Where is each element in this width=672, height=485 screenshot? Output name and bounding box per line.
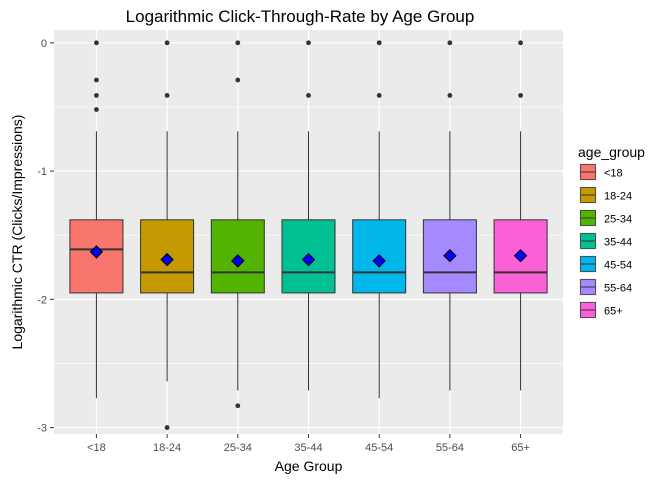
legend-item-5: 45-54 <box>579 255 632 273</box>
x-tick-label: <18 <box>87 442 106 454</box>
outlier-point <box>447 93 453 98</box>
outlier-point <box>94 93 99 98</box>
x-tick-label: 18-24 <box>153 442 181 454</box>
y-axis: 0 -1 -2 -3 <box>37 38 54 435</box>
box-group-7 <box>493 40 548 391</box>
outlier-point <box>306 40 311 46</box>
mean-marker <box>231 254 245 268</box>
outlier-point <box>376 93 382 98</box>
x-tick-label: 45-54 <box>365 442 393 454</box>
outlier-point <box>164 40 170 46</box>
legend-item-3: 25-34 <box>579 209 632 227</box>
mean-marker <box>89 245 104 259</box>
legend-item-4: 35-44 <box>579 232 632 250</box>
legend-label: 55-64 <box>604 283 632 295</box>
x-tick-label: 25-34 <box>224 442 252 454</box>
y-axis-label: Logarithmic CTR (Clicks/Impressions) <box>9 115 25 350</box>
x-axis: <18 18-24 25-34 35-44 45-54 55-64 65+ <box>87 434 530 454</box>
box-group-3 <box>210 40 265 409</box>
outlier-point <box>94 107 99 112</box>
mean-marker <box>372 254 386 268</box>
legend-items: <18 18-24 25-34 35-44 45-54 55-64 65+ <box>579 163 632 319</box>
outlier-point <box>164 425 170 430</box>
legend-item-1: <18 <box>579 163 623 181</box>
mean-marker <box>443 249 457 263</box>
legend-label: 65+ <box>604 306 623 318</box>
outlier-point <box>94 40 99 46</box>
outlier-point <box>94 77 99 83</box>
legend-item-2: 18-24 <box>579 186 632 204</box>
mean-marker <box>301 252 316 267</box>
mean-marker <box>160 252 174 267</box>
legend-item-7: 65+ <box>579 301 623 319</box>
outlier-point <box>447 40 453 46</box>
legend: age_group <18 18-24 25-34 35-44 45-54 55-64 65… <box>578 144 645 319</box>
legend-label: 35-44 <box>604 237 632 249</box>
x-tick-label: 55-64 <box>436 442 464 454</box>
legend-label: 25-34 <box>604 214 632 226</box>
outlier-point <box>235 403 241 409</box>
y-tick-label: -3 <box>37 423 47 435</box>
outlier-point <box>235 77 241 83</box>
x-axis-label: Age Group <box>275 458 343 474</box>
box-group-6 <box>422 40 477 391</box>
box-group-4 <box>281 40 336 391</box>
y-tick-label: -2 <box>37 294 47 306</box>
legend-title: age_group <box>578 144 645 160</box>
x-tick-label: 35-44 <box>294 442 322 454</box>
box-group-5 <box>352 40 407 399</box>
x-tick-label: 65+ <box>511 442 530 454</box>
y-tick-label: -1 <box>37 166 47 178</box>
outlier-point <box>235 40 241 46</box>
outlier-point <box>164 93 170 98</box>
y-tick-label: 0 <box>41 38 47 50</box>
chart-title: Logarithmic Click-Through-Rate by Age Gr… <box>126 7 475 26</box>
boxes <box>69 40 548 430</box>
legend-item-6: 55-64 <box>579 278 632 296</box>
outlier-point <box>376 40 382 46</box>
legend-label: <18 <box>604 168 623 180</box>
mean-marker <box>513 249 528 263</box>
box-group-1 <box>69 40 124 399</box>
outlier-point <box>518 93 523 98</box>
legend-label: 45-54 <box>604 260 632 272</box>
outlier-point <box>518 40 523 46</box>
box-group-2 <box>140 40 195 430</box>
outlier-point <box>306 93 311 98</box>
legend-label: 18-24 <box>604 191 632 203</box>
